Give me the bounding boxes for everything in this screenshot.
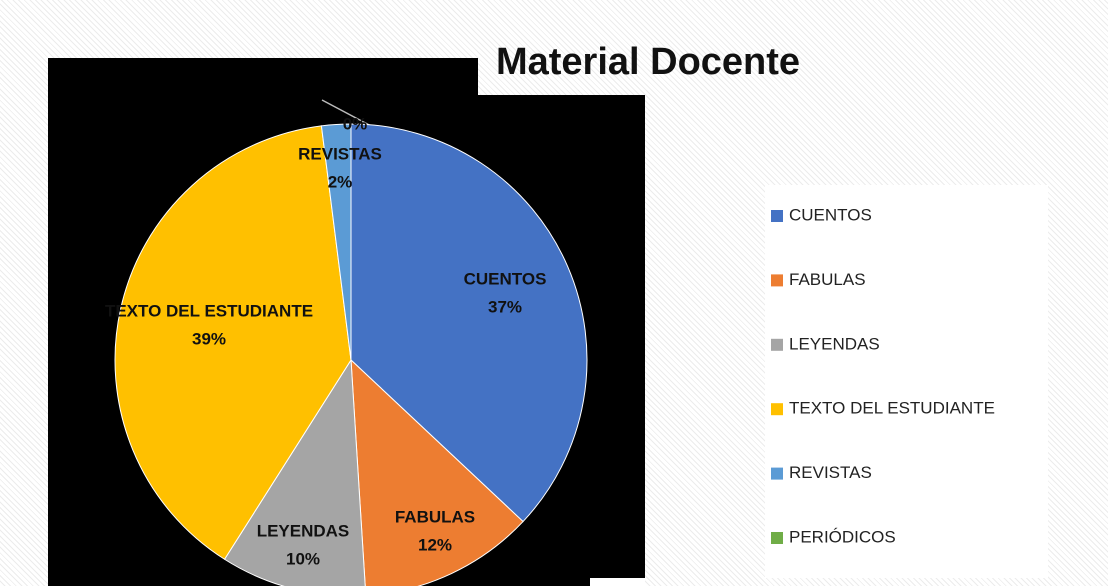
- legend-label: TEXTO DEL ESTUDIANTE: [789, 399, 995, 418]
- pie-slice: [223, 358, 366, 586]
- pie-slice: [350, 123, 588, 523]
- legend-swatch: [771, 274, 783, 287]
- data-label: 12%: [418, 535, 452, 554]
- legend-label: PERIÓDICOS: [789, 527, 896, 546]
- legend-box: [765, 185, 1048, 578]
- pie-slice: [114, 125, 352, 560]
- data-label-category: LEYENDAS: [257, 521, 350, 540]
- legend-swatch: [771, 210, 783, 222]
- legend-label: FABULAS: [789, 270, 866, 289]
- data-label-category: FABULAS: [395, 507, 475, 526]
- legend-swatch: [771, 403, 783, 416]
- data-label-category: TEXTO DEL ESTUDIANTE: [105, 301, 313, 320]
- legend-label: LEYENDAS: [789, 334, 880, 353]
- legend-swatch: [771, 532, 783, 544]
- data-label: 10%: [286, 549, 320, 568]
- data-label: 2%: [328, 172, 353, 191]
- data-label: 0%: [343, 114, 368, 133]
- data-label: 37%: [488, 297, 522, 316]
- legend-label: CUENTOS: [789, 205, 872, 224]
- legend-swatch: [771, 338, 783, 351]
- chart-title: Material Docente: [496, 41, 800, 83]
- data-label-category: REVISTAS: [298, 144, 382, 163]
- leader-line: [321, 99, 374, 128]
- legend-swatch: [771, 467, 783, 480]
- legend-label: REVISTAS: [789, 463, 872, 482]
- data-label-category: CUENTOS: [464, 269, 547, 288]
- pie-slice: [350, 358, 524, 586]
- backdrop: [590, 578, 645, 586]
- data-label: 39%: [192, 329, 226, 348]
